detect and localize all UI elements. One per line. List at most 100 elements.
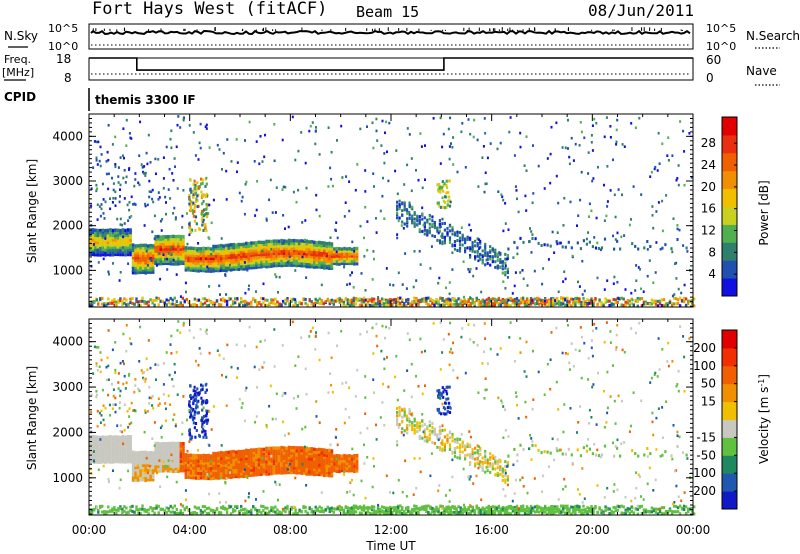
data-cell bbox=[323, 473, 326, 478]
data-cell bbox=[199, 454, 203, 458]
data-cell bbox=[433, 226, 436, 230]
data-cell bbox=[171, 302, 174, 306]
data-cell bbox=[109, 403, 111, 407]
data-cell bbox=[370, 300, 374, 304]
data-cell bbox=[248, 302, 251, 306]
data-cell bbox=[240, 252, 243, 256]
data-cell bbox=[397, 299, 400, 303]
data-cell bbox=[114, 403, 117, 406]
data-cell bbox=[466, 246, 469, 250]
data-cell bbox=[144, 478, 147, 483]
data-cell bbox=[225, 303, 229, 307]
data-cell bbox=[499, 258, 502, 261]
data-cell bbox=[107, 270, 110, 274]
data-cell bbox=[320, 255, 324, 259]
data-cell bbox=[344, 298, 348, 302]
data-cell bbox=[191, 415, 194, 419]
data-cell bbox=[330, 474, 334, 478]
data-cell bbox=[232, 470, 235, 474]
data-cell bbox=[260, 462, 263, 466]
data-cell bbox=[497, 296, 501, 300]
data-cell bbox=[182, 189, 185, 192]
data-cell bbox=[129, 452, 132, 456]
data-cell bbox=[151, 478, 155, 482]
data-cell bbox=[159, 249, 163, 253]
data-cell bbox=[214, 464, 218, 468]
data-cell bbox=[205, 399, 208, 402]
data-cell bbox=[139, 461, 142, 465]
data-cell bbox=[600, 301, 603, 305]
data-cell bbox=[300, 449, 303, 453]
data-cell bbox=[328, 458, 331, 463]
data-cell bbox=[615, 128, 618, 132]
data-cell bbox=[308, 299, 311, 303]
data-cell bbox=[99, 453, 102, 457]
data-cell bbox=[189, 415, 192, 419]
data-cell bbox=[128, 132, 131, 135]
data-cell bbox=[636, 300, 639, 303]
data-cell bbox=[172, 245, 175, 249]
data-cell bbox=[280, 463, 283, 467]
data-cell bbox=[189, 384, 192, 388]
data-cell bbox=[177, 239, 180, 243]
data-cell bbox=[182, 259, 185, 264]
data-cell bbox=[428, 217, 431, 221]
data-cell bbox=[235, 467, 238, 471]
data-cell bbox=[222, 466, 225, 470]
data-cell bbox=[439, 225, 442, 228]
data-cell bbox=[686, 250, 689, 253]
data-cell bbox=[466, 442, 469, 446]
data-cell bbox=[270, 446, 273, 451]
data-cell bbox=[451, 146, 454, 149]
data-cell bbox=[295, 251, 298, 255]
data-cell bbox=[106, 248, 110, 252]
data-cell bbox=[124, 453, 127, 457]
data-cell bbox=[275, 252, 278, 256]
data-cell bbox=[97, 140, 100, 144]
data-cell bbox=[345, 254, 349, 258]
data-cell bbox=[144, 204, 147, 208]
data-cell bbox=[274, 302, 277, 306]
data-cell bbox=[453, 233, 457, 237]
data-cell bbox=[205, 388, 208, 392]
data-cell bbox=[443, 238, 446, 242]
data-cell bbox=[282, 251, 286, 255]
data-cell bbox=[177, 464, 180, 468]
data-cell bbox=[654, 271, 657, 274]
data-cell bbox=[370, 298, 374, 302]
data-cell bbox=[216, 143, 219, 147]
data-cell bbox=[318, 256, 321, 260]
data-cell bbox=[295, 258, 298, 263]
data-cell bbox=[340, 252, 344, 256]
data-cell bbox=[116, 252, 120, 257]
data-cell bbox=[294, 158, 297, 162]
data-cell bbox=[167, 247, 170, 251]
data-cell bbox=[338, 461, 341, 465]
data-cell bbox=[95, 159, 98, 162]
data-cell bbox=[290, 446, 293, 450]
data-cell bbox=[396, 418, 399, 422]
data-cell bbox=[284, 302, 287, 306]
data-cell bbox=[295, 461, 298, 465]
data-cell bbox=[227, 261, 230, 265]
data-cell bbox=[243, 261, 246, 264]
data-cell bbox=[237, 262, 241, 266]
data-cell bbox=[599, 248, 602, 252]
data-cell bbox=[196, 387, 199, 391]
data-cell bbox=[189, 251, 193, 255]
data-cell bbox=[330, 262, 334, 266]
data-cell bbox=[320, 244, 324, 248]
data-cell bbox=[564, 245, 567, 249]
data-cell bbox=[514, 185, 517, 188]
data-cell bbox=[497, 302, 501, 305]
data-cell bbox=[267, 469, 271, 473]
data-cell bbox=[456, 445, 459, 449]
data-cell bbox=[408, 213, 411, 217]
data-cell bbox=[175, 145, 178, 149]
data-cell bbox=[172, 449, 175, 453]
data-cell bbox=[202, 461, 205, 466]
data-cell bbox=[252, 253, 256, 257]
data-cell bbox=[133, 302, 136, 306]
data-cell bbox=[634, 126, 637, 130]
data-cell bbox=[189, 205, 192, 209]
